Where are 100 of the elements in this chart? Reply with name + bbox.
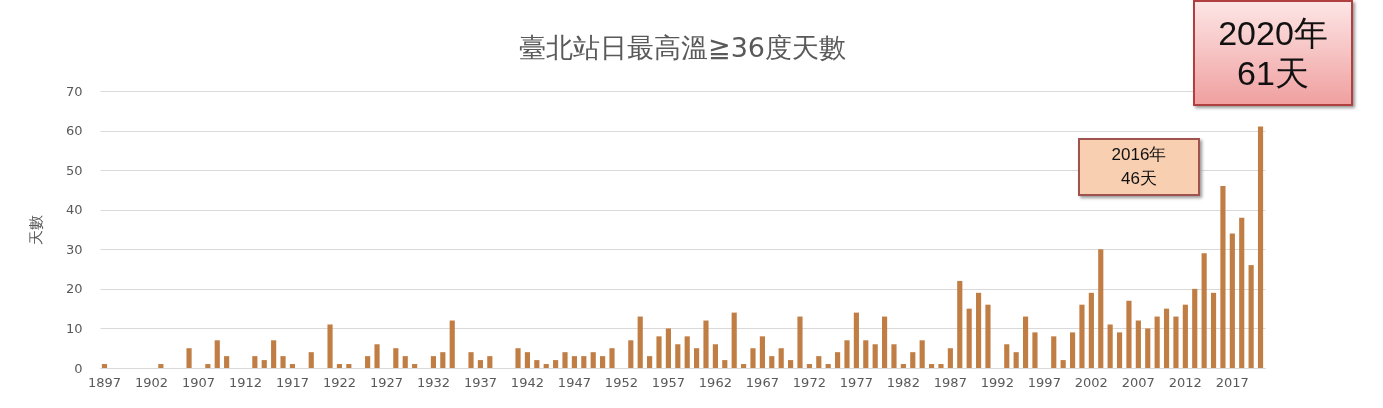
bar [957, 280, 963, 368]
bar [1192, 288, 1198, 368]
bar [1098, 249, 1104, 368]
bar [365, 356, 371, 368]
x-tick-label: 1992 [980, 374, 1014, 390]
bar [1088, 292, 1094, 368]
y-tick-label: 30 [65, 241, 83, 257]
bar [656, 336, 662, 368]
bar [1135, 320, 1141, 368]
bar [1069, 332, 1076, 368]
bar [637, 316, 643, 368]
bar [1173, 316, 1179, 368]
bar [778, 348, 784, 368]
bar [872, 344, 878, 368]
callout-box: 2016年 46天 [1078, 138, 1200, 196]
x-tick-label: 1997 [1027, 374, 1061, 390]
x-tick-label: 1902 [134, 374, 169, 390]
x-tick-label: 2002 [1074, 374, 1108, 390]
bar [1201, 253, 1207, 368]
x-tick-label: 1922 [322, 374, 356, 390]
bar [750, 348, 756, 368]
bar [665, 328, 671, 368]
bar [440, 352, 446, 368]
bar [910, 352, 916, 368]
bar [1079, 304, 1085, 368]
bar [684, 336, 690, 368]
x-tick-label: 1927 [369, 374, 403, 390]
bar [1004, 344, 1010, 368]
bar [816, 356, 822, 368]
bar [1116, 332, 1123, 368]
x-tick-label: 1987 [933, 374, 967, 390]
x-tick-label: 1977 [839, 374, 873, 390]
bar [741, 364, 747, 368]
bar [1229, 233, 1235, 368]
bar [1239, 217, 1245, 368]
bar [1051, 336, 1057, 368]
bar [261, 360, 267, 368]
bar [487, 356, 493, 368]
x-tick-label: 1907 [181, 374, 215, 390]
bar [825, 364, 831, 368]
bar [1248, 265, 1254, 368]
bar [1163, 308, 1170, 368]
bar [1022, 316, 1029, 368]
bar [468, 352, 474, 368]
bar [327, 324, 333, 368]
bar [224, 356, 230, 368]
x-tick-label: 1932 [416, 374, 450, 390]
bar [336, 364, 343, 368]
bar [158, 364, 164, 368]
bar [853, 312, 859, 368]
x-tick-label: 1967 [745, 374, 779, 390]
bar [430, 356, 437, 368]
bar [1182, 304, 1188, 368]
bar [966, 308, 972, 368]
x-tick-label: 1952 [604, 374, 638, 390]
bar [1032, 332, 1038, 368]
bar [1013, 352, 1019, 368]
bar [835, 352, 841, 368]
bar [374, 344, 380, 368]
bar [694, 348, 700, 368]
bar [1154, 316, 1160, 368]
bar [938, 364, 944, 368]
bar [863, 340, 869, 368]
bar [985, 304, 991, 368]
bar [449, 320, 455, 368]
bar [628, 340, 634, 368]
x-tick-label: 2007 [1121, 374, 1155, 390]
y-tick-label: 50 [65, 162, 83, 178]
bar [1126, 300, 1132, 368]
bar [534, 360, 540, 368]
bar [289, 364, 296, 368]
bar [881, 316, 888, 368]
y-axis-title: 天數 [26, 215, 45, 245]
bar [1220, 185, 1226, 368]
y-tick-label: 40 [65, 202, 83, 218]
bar [731, 312, 737, 368]
bar [647, 356, 653, 368]
bar [722, 360, 728, 368]
y-tick-label: 20 [65, 281, 83, 297]
x-tick-label: 1947 [557, 374, 591, 390]
bar [581, 356, 587, 368]
x-tick-label: 1917 [275, 374, 309, 390]
bar [346, 364, 352, 368]
bar [806, 364, 812, 368]
x-tick-label: 1957 [651, 374, 685, 390]
bar [515, 348, 521, 368]
y-tick-label: 0 [74, 360, 83, 376]
bar [844, 340, 850, 368]
bar [214, 340, 220, 368]
bar [571, 356, 577, 368]
bar [412, 364, 418, 368]
bar [308, 352, 314, 368]
bar [271, 340, 277, 368]
bar [609, 348, 615, 368]
bar [524, 352, 530, 368]
bar [280, 356, 286, 368]
bar [900, 364, 906, 368]
x-tick-label: 2012 [1168, 374, 1202, 390]
bar [919, 340, 925, 368]
bar [1145, 328, 1151, 368]
